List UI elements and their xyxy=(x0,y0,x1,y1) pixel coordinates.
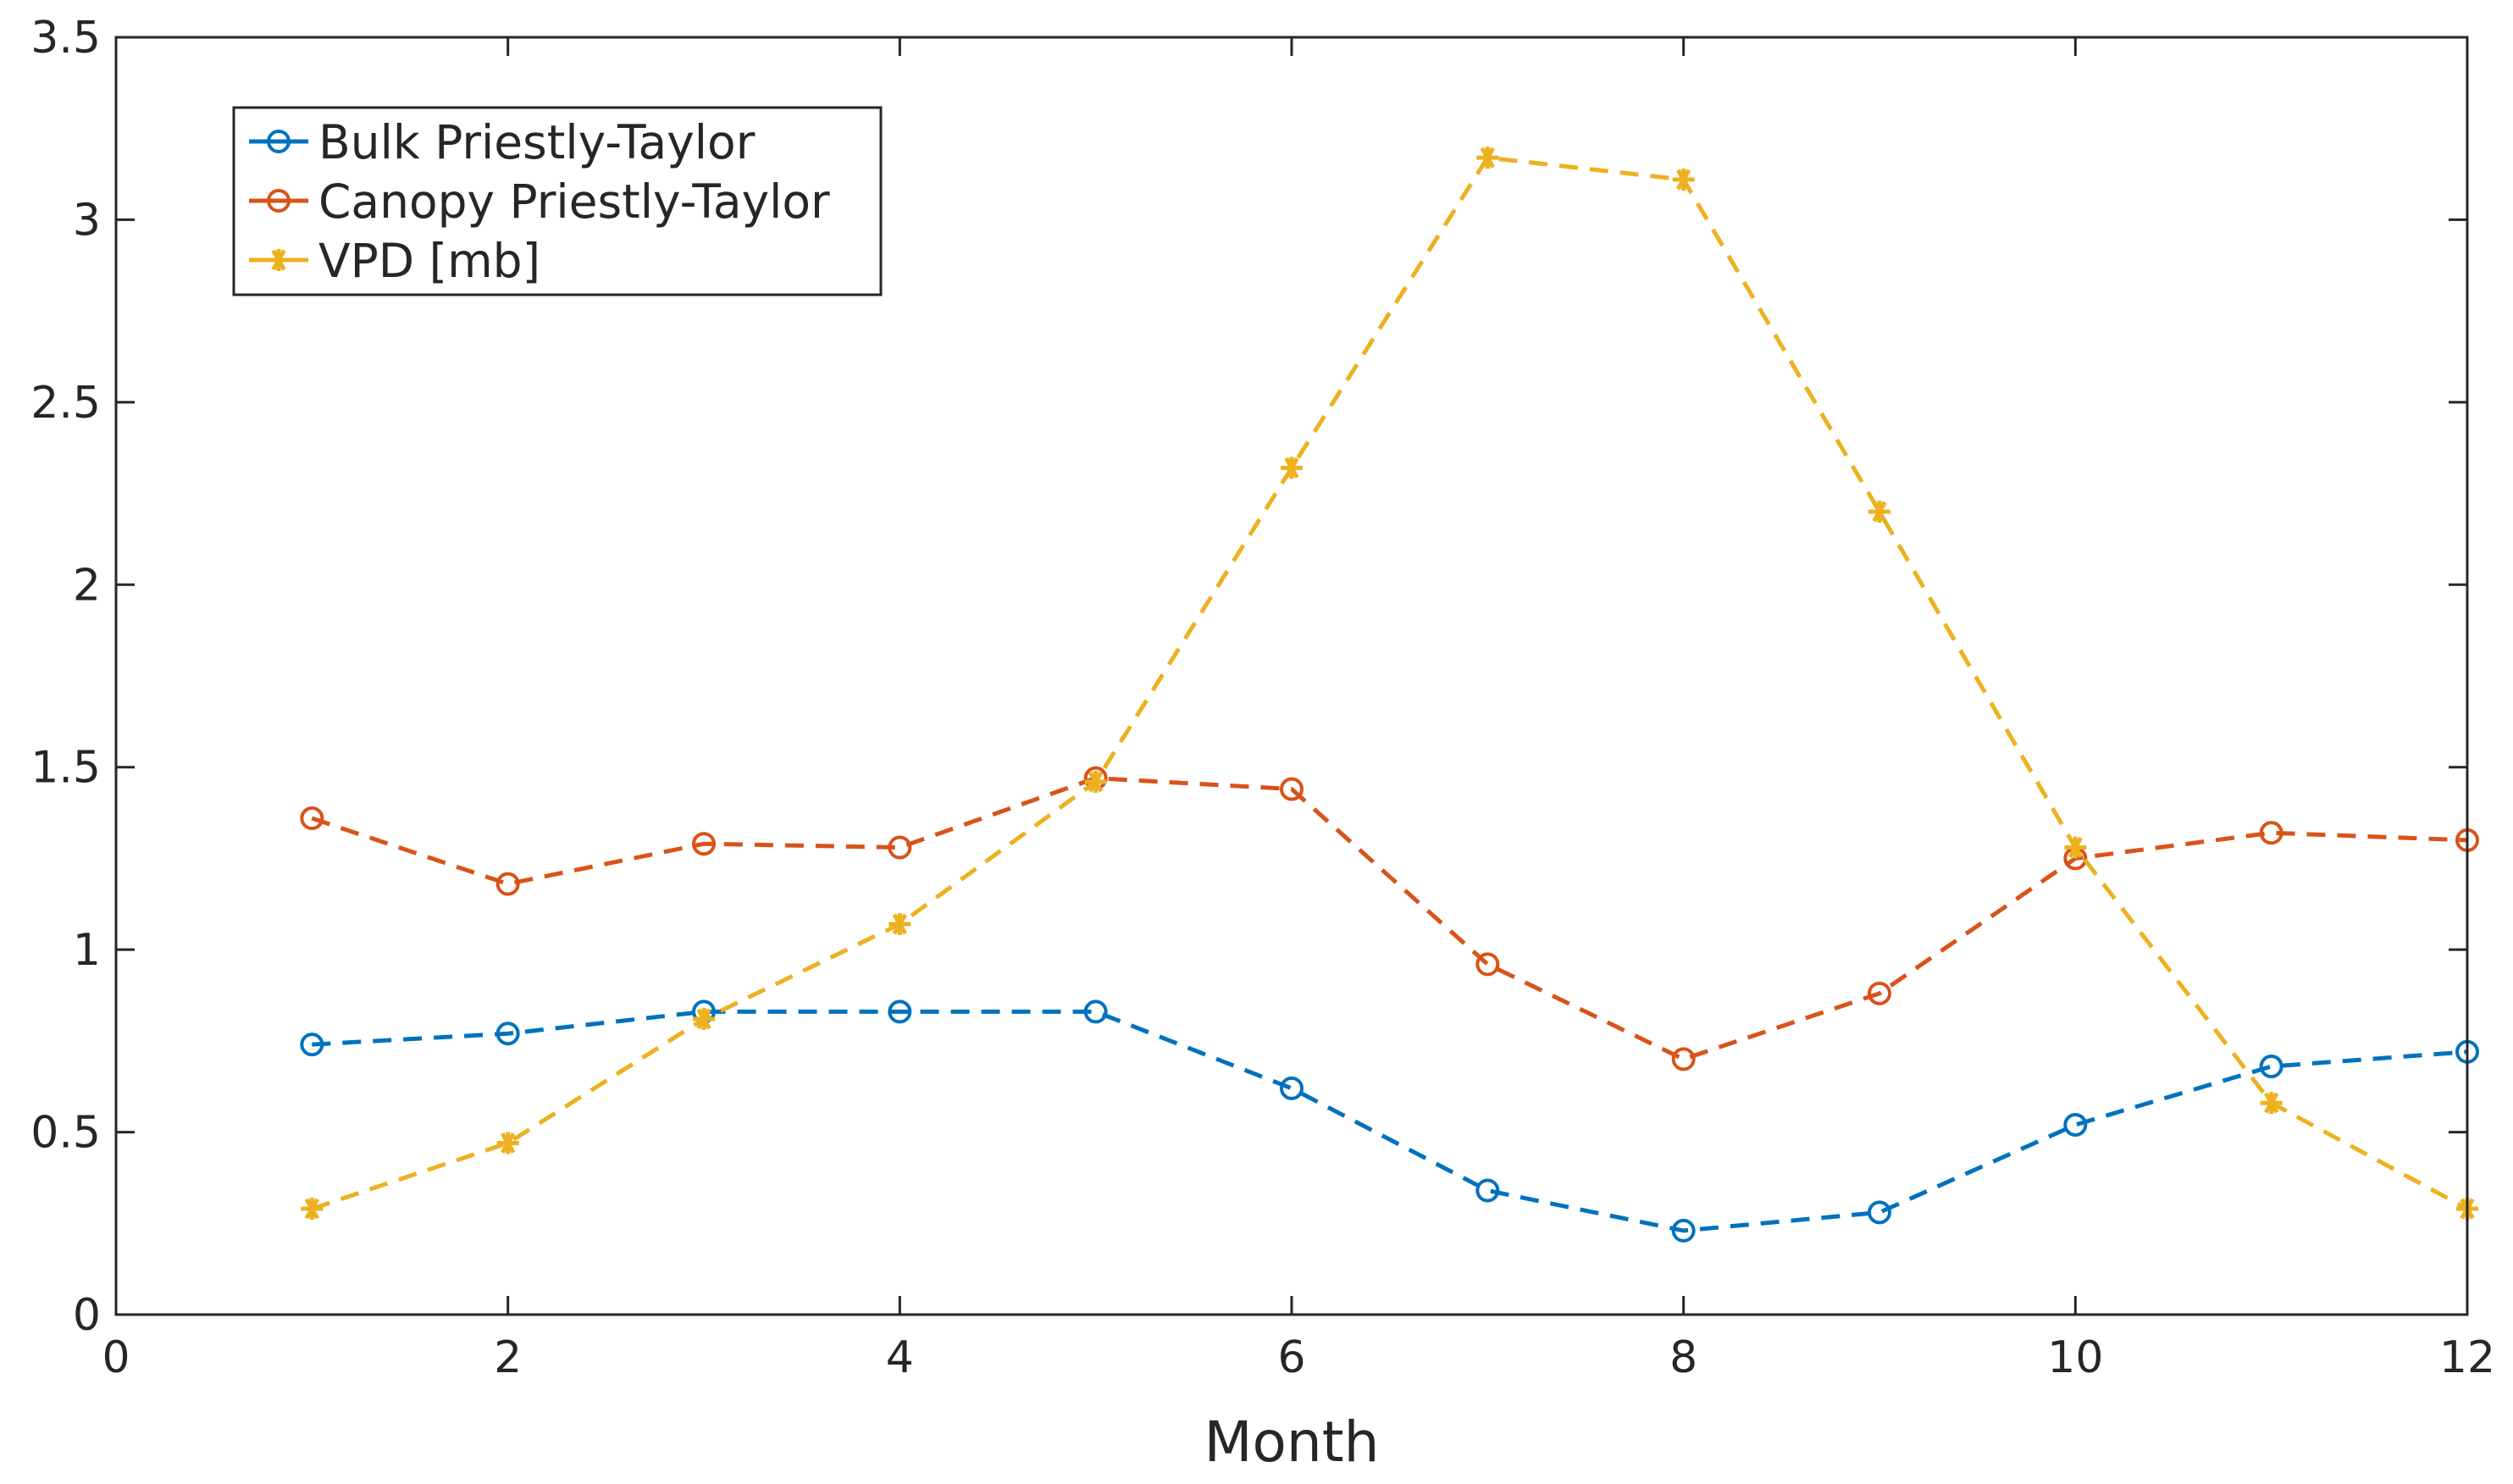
data-point-canopy-priestly-taylor xyxy=(1671,1047,1696,1071)
y-tick-label: 1.5 xyxy=(30,743,101,794)
x-tick-label: 12 xyxy=(2439,1332,2495,1383)
data-point-vpd-mb xyxy=(2260,1092,2283,1115)
x-tick-label: 4 xyxy=(886,1332,914,1383)
data-point-vpd-mb xyxy=(888,912,911,935)
x-tick-label: 8 xyxy=(1669,1332,1697,1383)
data-point-bulk-priestly-taylor xyxy=(2063,1112,2088,1137)
series-line-canopy-priestly-taylor xyxy=(311,776,2468,1062)
data-point-canopy-priestly-taylor xyxy=(888,835,912,860)
data-point-canopy-priestly-taylor xyxy=(300,806,324,831)
data-point-bulk-priestly-taylor xyxy=(1671,1218,1696,1243)
y-tick-label: 3.5 xyxy=(30,13,101,64)
legend-item: VPD [mb] xyxy=(249,234,540,288)
legend-marker xyxy=(267,189,291,213)
legend-marker xyxy=(268,249,290,271)
data-point-vpd-mb xyxy=(1672,169,1695,191)
legend-item: Canopy Priestly-Taylor xyxy=(249,174,830,229)
legend-marker xyxy=(267,130,291,153)
data-point-bulk-priestly-taylor xyxy=(495,1022,520,1046)
data-point-vpd-mb xyxy=(2064,836,2087,859)
x-tick-label: 0 xyxy=(102,1332,130,1383)
y-tick-label: 2.5 xyxy=(30,378,101,429)
y-tick-label: 2 xyxy=(73,560,101,611)
y-tick-label: 1 xyxy=(73,925,101,976)
series-line-vpd-mb xyxy=(311,155,2469,1211)
series-line-bulk-priestly-taylor xyxy=(312,1009,2468,1233)
data-point-vpd-mb xyxy=(693,1008,715,1031)
data-point-canopy-priestly-taylor xyxy=(1475,952,1500,977)
data-point-canopy-priestly-taylor xyxy=(495,872,520,896)
legend-label: Canopy Priestly-Taylor xyxy=(318,174,830,229)
data-point-canopy-priestly-taylor xyxy=(692,832,716,856)
data-point-vpd-mb xyxy=(1281,457,1303,479)
data-point-canopy-priestly-taylor xyxy=(2259,821,2283,845)
y-tick-label: 0 xyxy=(73,1290,101,1341)
legend-box xyxy=(232,106,883,296)
data-point-vpd-mb xyxy=(496,1132,519,1155)
legend-label: VPD [mb] xyxy=(318,234,540,288)
series-layer xyxy=(300,147,2479,1243)
data-point-bulk-priestly-taylor xyxy=(1475,1178,1500,1203)
data-point-bulk-priestly-taylor xyxy=(2259,1055,2283,1079)
data-point-bulk-priestly-taylor xyxy=(888,999,912,1024)
data-point-vpd-mb xyxy=(1868,501,1890,523)
data-point-vpd-mb xyxy=(301,1198,324,1221)
y-tick-label: 3 xyxy=(73,195,101,246)
data-point-canopy-priestly-taylor xyxy=(1280,777,1304,801)
data-point-canopy-priestly-taylor xyxy=(1868,981,1891,1005)
data-point-bulk-priestly-taylor xyxy=(1083,999,1108,1024)
y-tick-label: 0.5 xyxy=(30,1108,101,1159)
series-canopy-priestly-taylor xyxy=(300,766,2479,1071)
data-point-vpd-mb xyxy=(1476,147,1499,169)
x-tick-label: 6 xyxy=(1277,1332,1305,1383)
series-bulk-priestly-taylor xyxy=(300,999,2479,1243)
axis-ticks: 0 2 4 6 8 10 12 0 0.5 1 1.5 2 2.5 3 3.5 xyxy=(30,13,2495,1383)
series-vpd-mb xyxy=(301,147,2478,1221)
x-tick-label: 10 xyxy=(2047,1332,2103,1383)
x-tick-label: 2 xyxy=(494,1332,522,1383)
data-point-bulk-priestly-taylor xyxy=(1868,1200,1891,1225)
data-point-bulk-priestly-taylor xyxy=(1280,1076,1304,1100)
legend-label: Bulk Priestly-Taylor xyxy=(318,115,756,169)
x-axis-label: Month xyxy=(1204,1409,1380,1475)
legend-item: Bulk Priestly-Taylor xyxy=(249,115,756,169)
data-point-vpd-mb xyxy=(1084,770,1107,793)
data-point-bulk-priestly-taylor xyxy=(300,1033,324,1057)
